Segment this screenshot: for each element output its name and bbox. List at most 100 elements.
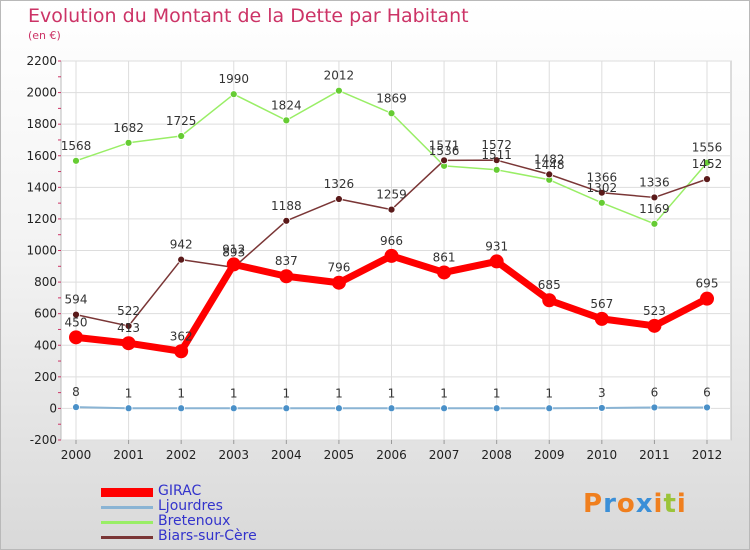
series-point-0 xyxy=(121,336,136,351)
series-point-3 xyxy=(440,156,448,165)
series-point-2 xyxy=(72,156,80,165)
legend-label: GIRAC xyxy=(158,483,202,499)
x-tick-label: 2007 xyxy=(429,448,460,462)
y-tick-label: 800 xyxy=(34,275,57,289)
x-tick-label: 2006 xyxy=(376,448,407,462)
data-label-1: 1 xyxy=(493,386,501,400)
legend-label: Bretenoux xyxy=(158,513,231,529)
data-label-0: 450 xyxy=(65,315,88,329)
data-label-3: 1571 xyxy=(429,138,460,152)
data-label-2: 1302 xyxy=(587,181,618,195)
x-tick-label: 2004 xyxy=(271,448,302,462)
data-label-0: 966 xyxy=(380,234,403,248)
y-tick-label: 1200 xyxy=(26,212,57,226)
data-label-1: 1 xyxy=(545,386,553,400)
data-label-1: 6 xyxy=(651,385,659,399)
data-label-3: 1259 xyxy=(376,188,407,202)
series-point-0 xyxy=(279,269,294,284)
data-label-3: 594 xyxy=(65,293,88,307)
data-label-3: 1188 xyxy=(271,199,302,213)
series-point-0 xyxy=(384,248,399,263)
series-point-3 xyxy=(387,205,396,214)
data-label-2: 2012 xyxy=(324,69,355,83)
y-tick-label: 2200 xyxy=(26,54,57,68)
data-label-0: 796 xyxy=(327,261,350,275)
data-label-2: 1725 xyxy=(166,114,197,128)
series-point-3 xyxy=(650,193,659,202)
x-tick-label: 2002 xyxy=(166,448,197,462)
series-point-2 xyxy=(335,86,343,95)
legend-swatch xyxy=(101,521,153,524)
logo-letter: i xyxy=(653,489,664,519)
series-point-1 xyxy=(335,404,343,413)
series-point-1 xyxy=(282,404,291,413)
logo-letter: i xyxy=(676,489,687,519)
legend-swatch xyxy=(101,506,153,509)
y-tick-label: 200 xyxy=(34,370,57,384)
x-tick-label: 2011 xyxy=(639,448,670,462)
data-label-0: 362 xyxy=(170,329,193,343)
data-label-0: 695 xyxy=(696,277,719,291)
data-label-1: 6 xyxy=(703,385,711,399)
y-tick-label: 600 xyxy=(34,307,57,321)
data-label-2: 1448 xyxy=(534,158,565,172)
data-label-1: 1 xyxy=(230,386,238,400)
y-tick-label: 1600 xyxy=(26,149,57,163)
data-label-2: 1682 xyxy=(113,121,144,135)
data-label-3: 893 xyxy=(222,245,245,259)
series-point-2 xyxy=(492,165,501,174)
y-tick-label: -200 xyxy=(30,433,57,447)
series-point-3 xyxy=(703,175,711,184)
series-point-0 xyxy=(226,257,241,272)
series-point-3 xyxy=(545,170,554,179)
data-label-2: 1556 xyxy=(692,141,723,155)
series-point-2 xyxy=(650,219,659,228)
x-tick-label: 2012 xyxy=(692,448,723,462)
proxiti-logo: Proxiti xyxy=(583,489,687,519)
series-point-1 xyxy=(650,403,659,412)
series-point-3 xyxy=(597,188,606,197)
data-label-0: 567 xyxy=(590,297,613,311)
series-point-3 xyxy=(282,216,291,225)
data-label-0: 861 xyxy=(433,250,456,264)
series-point-1 xyxy=(597,404,606,412)
data-label-2: 1536 xyxy=(429,144,460,158)
data-label-3: 1452 xyxy=(692,157,723,171)
data-label-3: 1572 xyxy=(481,138,512,152)
data-label-0: 912 xyxy=(222,242,245,256)
series-point-1 xyxy=(387,404,396,413)
data-label-2: 1169 xyxy=(639,202,670,216)
series-point-0 xyxy=(542,293,557,308)
x-tick-label: 2009 xyxy=(534,448,565,462)
x-tick-label: 2010 xyxy=(587,448,618,462)
series-point-0 xyxy=(647,318,662,333)
grid-layer xyxy=(61,60,731,441)
y-tick-label: 0 xyxy=(49,401,57,415)
data-label-2: 1824 xyxy=(271,98,302,112)
series-point-3 xyxy=(492,156,501,165)
data-label-2: 1511 xyxy=(481,148,512,162)
logo-letter: P xyxy=(583,489,604,519)
series-point-1 xyxy=(545,404,554,413)
data-label-2: 1869 xyxy=(376,91,407,105)
x-tick-label: 2001 xyxy=(113,448,144,462)
series-layer xyxy=(69,86,714,413)
x-tick-label: 2008 xyxy=(481,448,512,462)
data-label-1: 1 xyxy=(125,386,133,400)
series-point-1 xyxy=(492,404,501,413)
logo-letter: x xyxy=(635,489,654,519)
data-label-1: 1 xyxy=(440,386,448,400)
logo-letter: r xyxy=(603,489,617,519)
data-label-3: 1366 xyxy=(587,171,618,185)
series-point-0 xyxy=(489,254,504,269)
series-point-1 xyxy=(124,404,133,413)
legend-swatch xyxy=(101,536,153,539)
series-point-0 xyxy=(174,344,189,359)
legend-label: Biars-sur-Cère xyxy=(158,528,257,544)
series-point-2 xyxy=(597,198,606,207)
x-tick-label: 2000 xyxy=(61,448,92,462)
series-point-1 xyxy=(177,404,186,413)
logo-letter: t xyxy=(663,489,677,519)
x-tick-label: 2003 xyxy=(218,448,249,462)
data-label-1: 1 xyxy=(177,386,185,400)
